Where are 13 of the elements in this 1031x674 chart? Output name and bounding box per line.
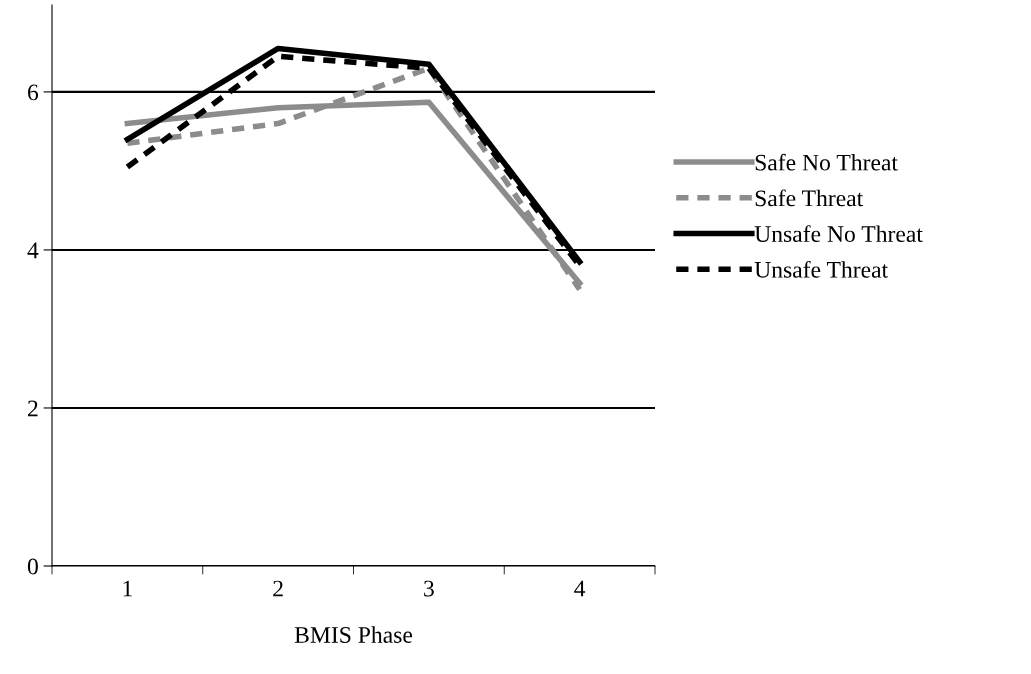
legend-label: Safe Threat: [755, 189, 864, 207]
y-tick-label: 2: [28, 400, 38, 417]
x-tick-label: 2: [273, 580, 283, 597]
y-tick-label: 4: [27, 242, 39, 259]
legend-label: Unsafe No Threat: [754, 225, 923, 243]
x-tick-label: 3: [424, 580, 434, 597]
legend-label: Unsafe Threat: [754, 260, 888, 278]
x-tick-label: 1: [123, 580, 132, 597]
legend-label: Safe No Threat: [755, 153, 898, 171]
x-tick-label: 4: [574, 580, 586, 597]
y-tick-label: 6: [28, 84, 39, 101]
y-tick-label: 0: [27, 558, 38, 575]
x-axis-title: BMIS Phase: [294, 626, 413, 643]
